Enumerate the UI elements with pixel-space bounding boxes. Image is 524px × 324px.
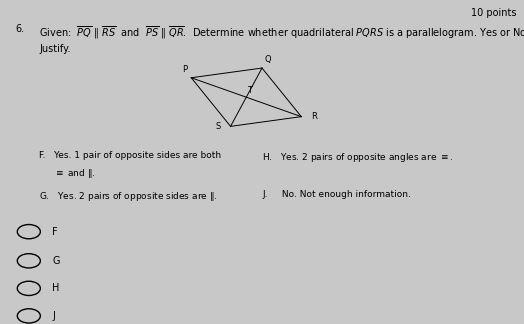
Text: H.   Yes. 2 pairs of opposite angles are $\equiv$.: H. Yes. 2 pairs of opposite angles are $… bbox=[262, 151, 453, 164]
Text: P: P bbox=[182, 65, 188, 74]
Text: F: F bbox=[52, 227, 58, 237]
Text: S: S bbox=[216, 122, 221, 131]
Text: G.   Yes. 2 pairs of opposite sides are $\|$.: G. Yes. 2 pairs of opposite sides are $\… bbox=[39, 190, 218, 202]
Text: J.     No. Not enough information.: J. No. Not enough information. bbox=[262, 190, 411, 199]
Text: T: T bbox=[248, 86, 253, 95]
Text: G: G bbox=[52, 256, 60, 266]
Text: Given:  $\overline{PQ}\ \|\ \overline{RS}$  and  $\overline{PS}\ \|\ \overline{Q: Given: $\overline{PQ}\ \|\ \overline{RS}… bbox=[39, 24, 524, 41]
Text: $\equiv$ and $\|$.: $\equiv$ and $\|$. bbox=[39, 167, 96, 180]
Text: J: J bbox=[52, 311, 55, 321]
Text: Q: Q bbox=[265, 55, 271, 64]
Text: 10 points: 10 points bbox=[471, 8, 516, 18]
Text: H: H bbox=[52, 284, 60, 293]
Text: Justify.: Justify. bbox=[39, 44, 71, 54]
Text: F.   Yes. 1 pair of opposite sides are both: F. Yes. 1 pair of opposite sides are bot… bbox=[39, 151, 222, 160]
Text: R: R bbox=[311, 112, 316, 121]
Text: 6.: 6. bbox=[16, 24, 25, 34]
